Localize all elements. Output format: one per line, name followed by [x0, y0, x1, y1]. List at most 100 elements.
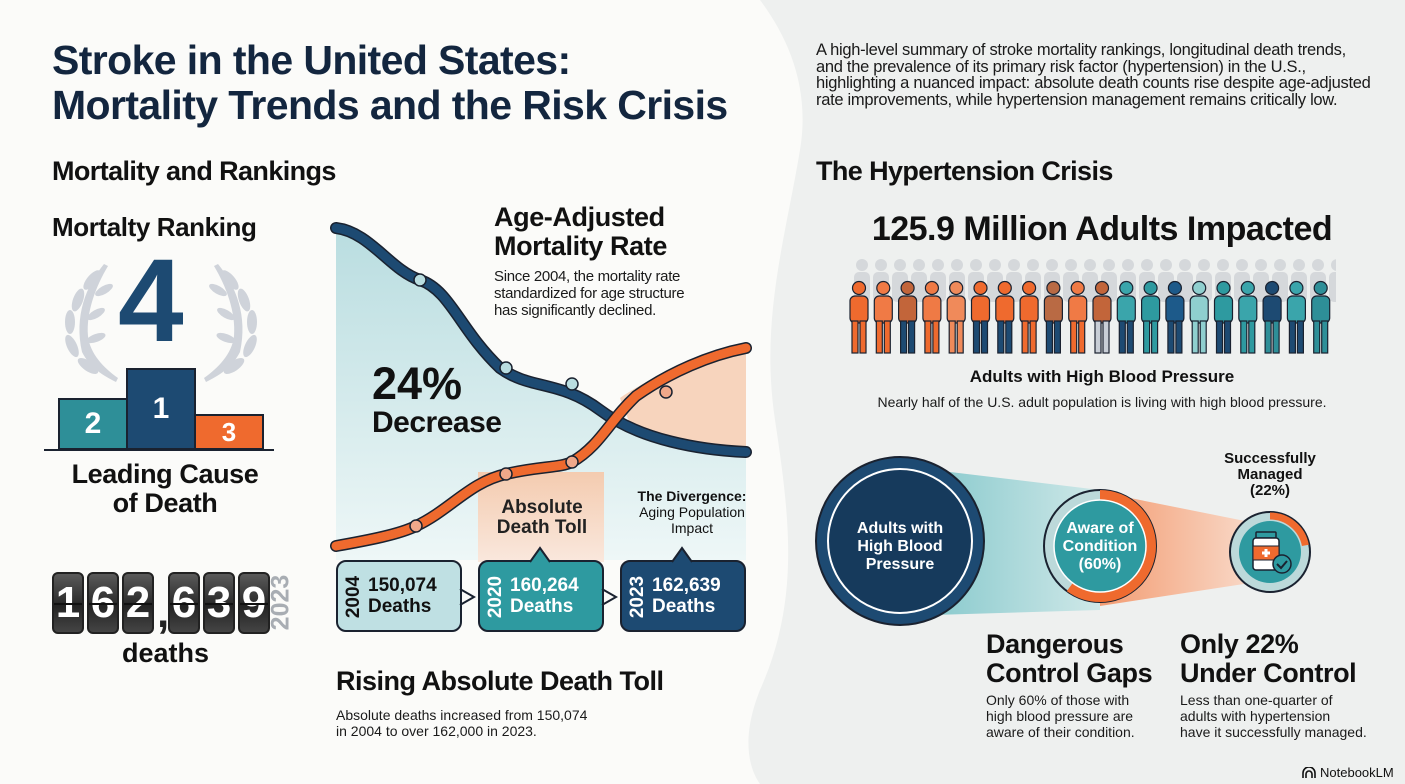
rate-point [413, 273, 427, 287]
adults-impacted-headline: 125.9 Million Adults Impacted [871, 210, 1333, 248]
person-icon [1068, 280, 1088, 354]
rising-title: Rising Absolute Death Toll [336, 666, 664, 696]
counter-digit: 1 [52, 572, 84, 634]
gaps-description: Only 60% of those with high blood pressu… [986, 692, 1135, 740]
background-person-icon [1006, 259, 1022, 302]
stage-adults-circle [815, 456, 985, 626]
person-icon [946, 280, 966, 354]
background-person-icon [1329, 259, 1336, 302]
deaths-box-2023: 2023 162,639 Deaths [620, 560, 746, 632]
background-person-icon [1082, 259, 1098, 302]
deaths-point [565, 455, 579, 469]
background-person-icon [911, 259, 927, 302]
deaths-markers [409, 385, 673, 533]
box-connectors [459, 546, 693, 606]
podium-first: 1 [126, 368, 196, 450]
stage-managed-label: Successfully Managed (22%) [1224, 450, 1316, 499]
box-unit: Deaths [368, 596, 432, 617]
divergence-area [620, 348, 746, 452]
deaths-point [659, 385, 673, 399]
hbp-description: Nearly half of the U.S. adult population… [877, 394, 1327, 410]
person-icon [1092, 280, 1112, 354]
gaps-title: Dangerous Control Gaps [986, 629, 1153, 688]
title-line-1: Stroke in the United States: [52, 37, 571, 83]
person-icon [897, 280, 918, 354]
rate-area [336, 228, 746, 560]
decrease-stat: 24% [372, 358, 463, 409]
absolute-toll-band [478, 472, 604, 562]
counter-digit: 3 [203, 572, 235, 634]
page-title: Stroke in the United States: Mortality T… [52, 38, 728, 128]
ranking-title: Mortalty Ranking [52, 212, 257, 242]
person-icon [922, 280, 942, 354]
deaths-box-2004: 2004 150,074 Deaths [336, 560, 462, 632]
box-value: 160,264 [510, 575, 579, 596]
person-icon [1311, 280, 1331, 354]
medicine-bottle-check-icon [1252, 531, 1292, 574]
death-counter: 1 6 2 , 6 3 9 [52, 568, 270, 638]
stage-aware-label: Aware of Condition (60%) [1062, 520, 1138, 573]
deaths-point [499, 467, 513, 481]
person-icon [1165, 280, 1185, 354]
decrease-label: Decrease [372, 406, 502, 439]
deaths-point [409, 519, 423, 533]
background-person-icon [987, 259, 1003, 302]
control-title: Only 22% Under Control [1180, 629, 1357, 688]
person-icon [1262, 280, 1282, 354]
summary-text: A high-level summary of stroke mortality… [816, 41, 1371, 109]
podium-second: 2 [58, 398, 128, 450]
background-person-icon [1272, 259, 1288, 302]
awareness-funnel [815, 456, 1311, 626]
rate-point [565, 377, 579, 391]
stage-aware-circle [1043, 489, 1157, 603]
person-icon [1019, 280, 1039, 354]
hbp-label: Adults with High Blood Pressure [969, 367, 1235, 386]
person-icon [970, 280, 991, 354]
counter-year: 2023 [266, 574, 295, 631]
mortality-chart [330, 222, 752, 562]
counter-digit: 2 [122, 572, 154, 634]
person-icon [1189, 280, 1209, 354]
section-title-mortality: Mortality and Rankings [52, 156, 336, 186]
box-value: 150,074 [368, 575, 437, 596]
person-icon [873, 280, 893, 354]
absolute-toll-label: Absolute Death Toll [496, 497, 588, 538]
title-line-2: Mortality Trends and the Risk Crisis [52, 82, 728, 128]
chart-title: Age-Adjusted Mortality Rate [494, 202, 667, 261]
counter-digit: 9 [238, 572, 270, 634]
chart-description: Since 2004, the mortality rate standardi… [494, 268, 685, 319]
background-person-icon [892, 259, 908, 302]
rank-number: 4 [118, 235, 184, 367]
background-person-icon [1158, 259, 1174, 302]
person-icon [849, 280, 869, 354]
box-value: 162,639 [652, 575, 721, 596]
person-icon [995, 280, 1015, 354]
box-unit: Deaths [652, 596, 716, 617]
person-icon [1043, 280, 1063, 354]
rate-markers [413, 273, 579, 391]
podium-baseline [44, 449, 274, 451]
background-person-icon [1177, 259, 1193, 302]
person-icon [1213, 280, 1234, 354]
section-title-hypertension: The Hypertension Crisis [816, 156, 1113, 186]
counter-digit: 6 [168, 572, 200, 634]
brand-logo: NotebookLM [1302, 765, 1394, 780]
box-unit: Deaths [510, 596, 574, 617]
background-person-icon [1253, 259, 1269, 302]
counter-digit: 6 [87, 572, 119, 634]
person-icon [1116, 280, 1136, 354]
counter-label: deaths [122, 638, 210, 668]
leading-cause-caption: Leading Cause of Death [71, 459, 259, 518]
notebooklm-icon [1302, 766, 1316, 778]
divergence-label: The Divergence: Aging Population Impact [637, 488, 747, 536]
stage-adults-label: Adults with High Blood Pressure [856, 520, 944, 573]
people-crowd-icon [849, 259, 1336, 354]
rate-point [499, 361, 513, 375]
laurel-wreath-icon [65, 264, 257, 382]
brand-name: NotebookLM [1320, 765, 1394, 780]
rising-description: Absolute deaths increased from 150,074 i… [336, 707, 588, 739]
person-icon [1238, 280, 1258, 354]
counter-comma: , [157, 588, 170, 637]
person-icon [1286, 280, 1306, 354]
